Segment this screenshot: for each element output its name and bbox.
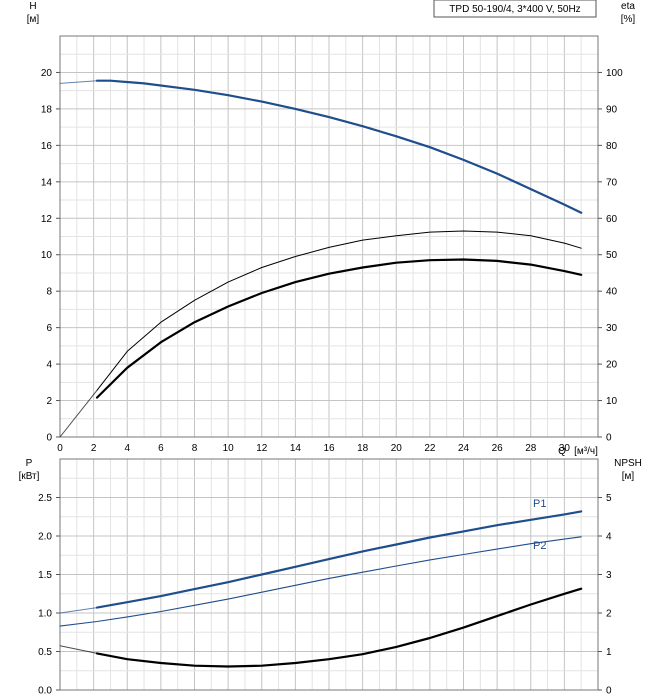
top-right-tick-label: 50 bbox=[606, 250, 618, 261]
bottom-left-tick-label: 2.0 bbox=[38, 532, 52, 543]
top-left-tick-label: 0 bbox=[46, 433, 52, 444]
bottom-right-tick-label: 5 bbox=[606, 493, 612, 504]
top-right-tick-label: 100 bbox=[606, 68, 623, 79]
top-right-tick-label: 90 bbox=[606, 104, 618, 115]
top-panel-grid bbox=[59, 35, 599, 438]
x-tick-label: 16 bbox=[323, 443, 335, 454]
tick-labels: 0246810121416182001020304050607080901000… bbox=[38, 68, 623, 697]
y-axis-label-npsh: NPSH bbox=[614, 458, 642, 469]
y-axis-unit-p: [кВт] bbox=[19, 471, 40, 482]
top-right-tick-label: 30 bbox=[606, 323, 618, 334]
x-tick-label: 24 bbox=[458, 443, 470, 454]
series-1-2-extrapolated bbox=[59, 645, 98, 654]
series-1-0-line bbox=[95, 510, 583, 609]
series-0-2-line bbox=[95, 258, 583, 399]
bottom-right-tick-label: 3 bbox=[606, 570, 612, 581]
top-left-tick-label: 20 bbox=[41, 68, 53, 79]
top-left-tick-label: 2 bbox=[46, 396, 52, 407]
bottom-left-tick-label: 0.0 bbox=[38, 686, 52, 697]
bottom-panel-grid bbox=[59, 458, 599, 691]
x-tick-label: 26 bbox=[492, 443, 504, 454]
top-right-tick-label: 70 bbox=[606, 177, 618, 188]
series-1-2-line bbox=[95, 587, 583, 668]
y-axis-label-p: P bbox=[26, 458, 33, 469]
x-tick-label: 18 bbox=[357, 443, 369, 454]
bottom-left-tick-label: 1.0 bbox=[38, 609, 52, 620]
top-plot-frame bbox=[59, 35, 599, 438]
y-axis-unit-eta: [%] bbox=[621, 14, 636, 25]
series-layer bbox=[59, 79, 583, 668]
bottom-left-tick-label: 1.5 bbox=[38, 570, 52, 581]
top-right-tick-label: 0 bbox=[606, 433, 612, 444]
x-tick-label: 28 bbox=[525, 443, 537, 454]
top-right-tick-label: 60 bbox=[606, 214, 618, 225]
top-left-tick-label: 10 bbox=[41, 250, 53, 261]
bottom-right-tick-label: 4 bbox=[606, 532, 612, 543]
series-1-1-line bbox=[59, 536, 582, 627]
series-0-1-line bbox=[96, 230, 582, 391]
series-0-0-line bbox=[95, 79, 583, 214]
x-tick-label: 12 bbox=[256, 443, 268, 454]
series-label-p2: P2 bbox=[533, 540, 546, 552]
bottom-left-tick-label: 0.5 bbox=[38, 647, 52, 658]
bottom-right-tick-label: 0 bbox=[606, 686, 612, 697]
bottom-right-tick-label: 2 bbox=[606, 609, 612, 620]
series-0-0-extrapolated bbox=[59, 80, 98, 84]
bottom-right-tick-label: 1 bbox=[606, 647, 612, 658]
series-0-1-extrapolated bbox=[59, 389, 98, 438]
title-box: TPD 50-190/4, 3*400 V, 50Hz bbox=[433, 0, 597, 18]
y-axis-label-h: H bbox=[29, 1, 36, 12]
y-axis-label-eta: eta bbox=[621, 1, 635, 12]
x-tick-label: 22 bbox=[424, 443, 436, 454]
x-tick-label: 6 bbox=[158, 443, 164, 454]
x-tick-label: 8 bbox=[192, 443, 198, 454]
top-right-tick-label: 10 bbox=[606, 396, 618, 407]
x-tick-label: 30 bbox=[559, 443, 571, 454]
x-tick-label: 2 bbox=[91, 443, 97, 454]
x-tick-label: 14 bbox=[290, 443, 302, 454]
y-axis-unit-h: [м] bbox=[27, 14, 40, 25]
top-left-tick-label: 6 bbox=[46, 323, 52, 334]
top-right-tick-label: 20 bbox=[606, 360, 618, 371]
y-axis-unit-npsh: [м] bbox=[622, 471, 635, 482]
series-label-p1: P1 bbox=[533, 498, 546, 510]
series-1-0-extrapolated bbox=[59, 607, 98, 614]
top-left-tick-label: 16 bbox=[41, 141, 53, 152]
x-axis-unit-q: [м³/ч] bbox=[574, 446, 598, 457]
top-left-tick-label: 12 bbox=[41, 214, 53, 225]
chart-title: TPD 50-190/4, 3*400 V, 50Hz bbox=[449, 4, 580, 15]
x-tick-label: 20 bbox=[391, 443, 403, 454]
top-right-tick-label: 40 bbox=[606, 287, 618, 298]
x-axis-label-q: Q bbox=[558, 446, 566, 457]
top-right-tick-label: 80 bbox=[606, 141, 618, 152]
x-tick-label: 10 bbox=[223, 443, 235, 454]
x-tick-label: 0 bbox=[57, 443, 63, 454]
top-left-tick-label: 18 bbox=[41, 104, 53, 115]
top-left-tick-label: 4 bbox=[46, 360, 52, 371]
top-left-tick-label: 14 bbox=[41, 177, 53, 188]
x-tick-label: 4 bbox=[124, 443, 130, 454]
top-left-tick-label: 8 bbox=[46, 287, 52, 298]
bottom-left-tick-label: 2.5 bbox=[38, 493, 52, 504]
